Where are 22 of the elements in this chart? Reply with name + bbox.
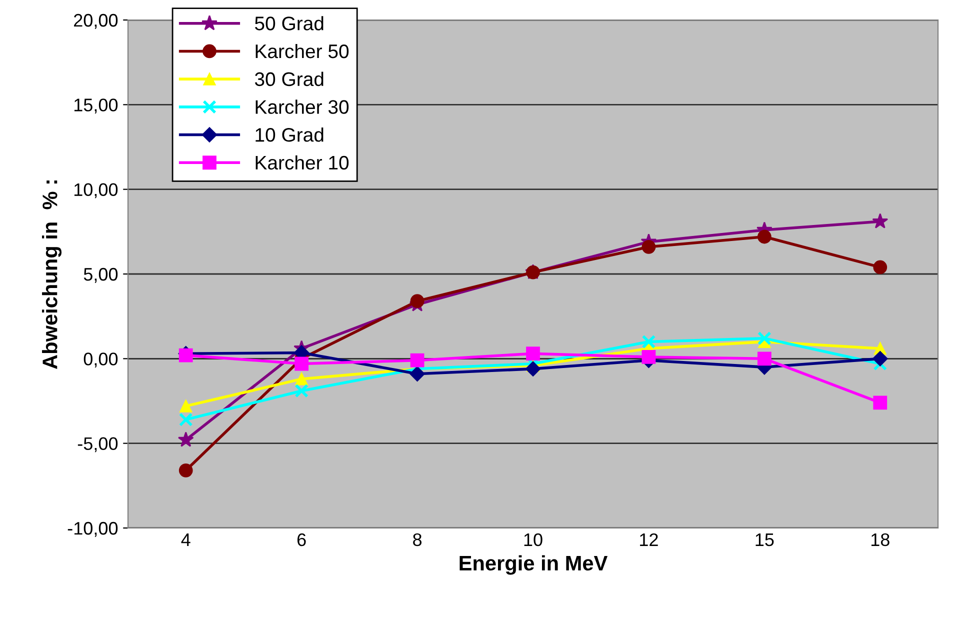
y-tick-label: 5,00 [84, 268, 118, 283]
y-tick-label: 20,00 [74, 14, 118, 29]
legend-label: 10 Grad [256, 127, 324, 142]
x-tick-label: 4 [181, 534, 190, 546]
x-tick-label: 8 [413, 533, 422, 546]
x-tick-label: 10 [524, 533, 542, 546]
x-tick-label: 6 [297, 533, 306, 546]
legend-label: Karcher 50 [256, 44, 349, 58]
y-tick-label: 10,00 [74, 183, 118, 198]
y-axis-title: Abweichung in % : [42, 180, 62, 369]
y-tick-label: 15,00 [74, 98, 118, 114]
y-tick-label: -5,00 [78, 437, 118, 452]
x-axis-title: Energie in MeV [460, 555, 608, 575]
x-tick-label: 12 [640, 533, 658, 546]
y-tick-label: -10,00 [68, 522, 118, 537]
legend-label: 30 Grad [254, 72, 324, 86]
y-tick-label: 0,00 [84, 352, 118, 368]
legend-label: Karcher 10 [256, 155, 349, 170]
x-tick-label: 15 [756, 534, 774, 546]
legend-label: Karcher 30 [256, 100, 349, 114]
legend-label: 50 Grad [254, 16, 324, 30]
x-tick-label: 18 [871, 533, 890, 546]
